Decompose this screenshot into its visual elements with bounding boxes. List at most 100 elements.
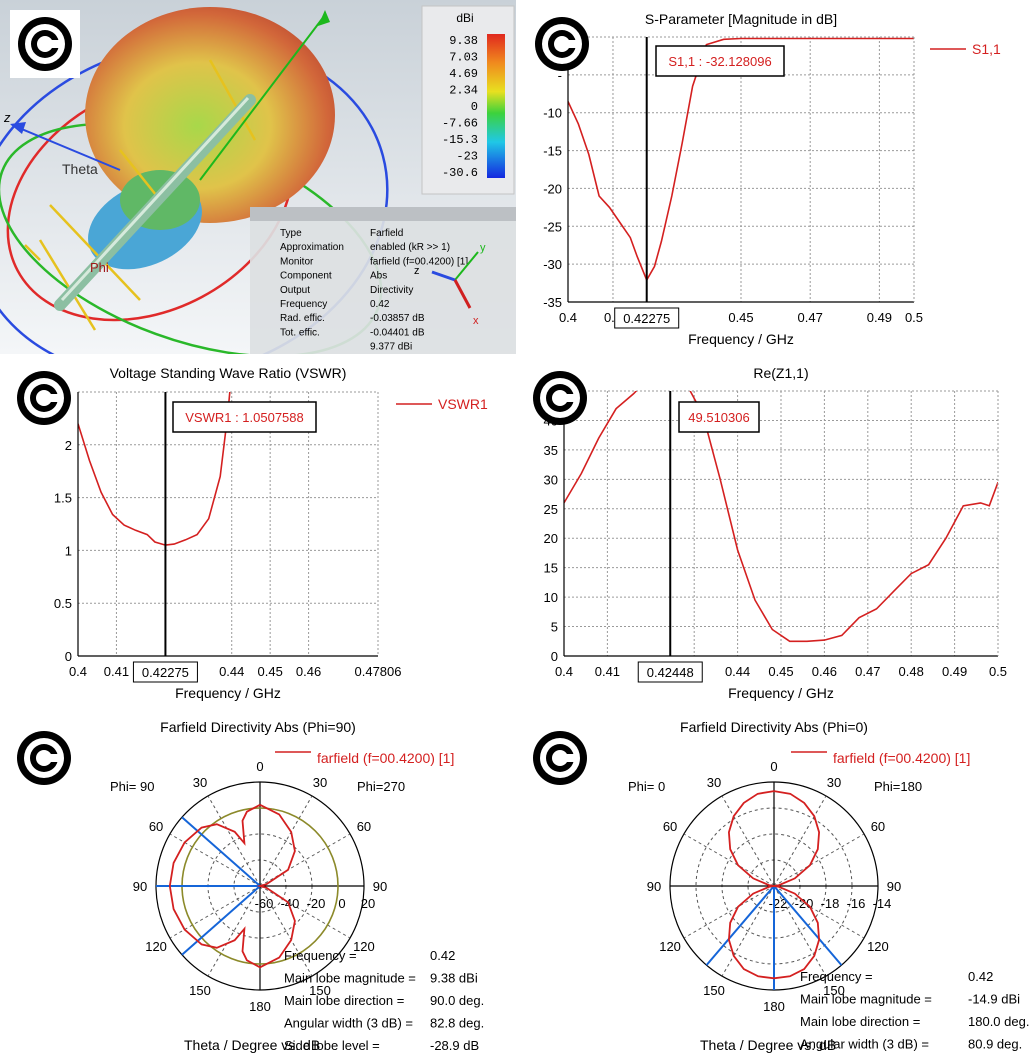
info-value: Farfield — [370, 228, 403, 239]
angle-label: 90 — [887, 879, 901, 894]
series-line-VSWR1 — [78, 392, 231, 546]
x-tick-label: 0.47806 — [355, 664, 402, 679]
polar-phi0-panel: Farfield Directivity Abs (Phi=0) farfield… — [516, 708, 1032, 1062]
copyright-icon — [17, 371, 71, 425]
angle-label: 120 — [145, 939, 167, 954]
angle-label: 180 — [249, 999, 271, 1014]
stat-value: 9.38 dBi — [430, 971, 478, 986]
y-tick-label: 0 — [65, 649, 72, 664]
beamwidth-line — [181, 885, 261, 956]
polar-spoke — [207, 885, 261, 977]
x-tick-label: 0.46 — [296, 664, 321, 679]
y-tick-label: 5 — [551, 620, 558, 635]
chart-title: Voltage Standing Wave Ratio (VSWR) — [110, 365, 347, 381]
y-tick-label: 15 — [544, 561, 558, 576]
colorbar-tick: -7.66 — [442, 117, 478, 131]
copyright-icon — [535, 17, 589, 71]
y-tick-label: - — [558, 68, 562, 83]
polar-spoke — [773, 885, 827, 977]
radial-label: 0 — [338, 896, 345, 911]
angle-label: 120 — [867, 939, 889, 954]
x-tick-label: 0.4 — [69, 664, 87, 679]
y-tick-label: 1.5 — [54, 491, 72, 506]
marker-x-box: 0.42275 — [132, 661, 198, 683]
marker-label-box: S1,1 : -32.128096 — [655, 45, 785, 77]
colorbar-tick: 0 — [471, 100, 478, 114]
legend-label: S1,1 — [972, 41, 1001, 57]
angle-label: 90 — [373, 879, 387, 894]
angle-label: 60 — [663, 819, 677, 834]
angle-label: 30 — [827, 775, 841, 790]
series-line-curve — [564, 391, 998, 643]
triad-z — [431, 270, 456, 282]
polar-spoke — [207, 795, 261, 887]
y-tick-label: -30 — [543, 257, 562, 272]
polar-spoke — [259, 833, 351, 887]
colorbar-unit: dBi — [456, 11, 473, 25]
angle-label: 150 — [703, 983, 725, 998]
x-tick-label: 0.46 — [812, 664, 837, 679]
marker-label-frame — [678, 401, 760, 433]
y-tick-label: 30 — [544, 472, 558, 487]
triad-x-label: x — [473, 315, 479, 327]
x-tick-label: 0.49 — [942, 664, 967, 679]
polar-spoke — [259, 885, 351, 939]
stat-label: Main lobe direction = — [284, 993, 404, 1008]
angle-label: 150 — [823, 983, 845, 998]
beamwidth-line — [181, 816, 261, 887]
colorbar-tick: 2.34 — [449, 84, 478, 98]
angle-label: 30 — [313, 775, 327, 790]
triad-x — [453, 279, 472, 309]
pattern-curve — [727, 790, 821, 980]
polar-spoke — [259, 885, 313, 977]
polar-spoke — [721, 795, 775, 887]
polar-phi0-chart: Farfield Directivity Abs (Phi=0) farfield… — [533, 719, 1029, 1053]
phi-label-3d: Phi — [90, 260, 109, 275]
polar-spoke — [683, 885, 775, 939]
stat-value: 0.42 — [968, 969, 993, 984]
rez-chart-panel: Re(Z1,1)05101520253035400.40.4130.440.45… — [516, 354, 1032, 708]
stat-label: Angular width (3 dB) = — [800, 1037, 929, 1052]
marker-x-value: 0.42448 — [647, 665, 694, 680]
antenna-boom-highlight — [60, 96, 250, 302]
stat-label: Main lobe magnitude = — [284, 971, 416, 986]
triad-y — [454, 251, 479, 281]
farfield-3d-view: z Theta Phi dBi 9.38 7.03 4.69 2.34 0 -7.66 -15.3 -… — [0, 0, 516, 354]
z-axis-arrow — [11, 124, 121, 171]
farfield-3d-panel: z Theta Phi dBi 9.38 7.03 4.69 2.34 0 -7.66 -15.3 -… — [0, 0, 516, 354]
marker-label-box: 49.510306 — [678, 401, 760, 433]
marker-label-frame — [655, 45, 785, 77]
phi-left-label: Phi= 0 — [628, 779, 665, 794]
y-tick-label: 2 — [65, 438, 72, 453]
y-axis-arrow — [199, 14, 326, 181]
angle-label: 120 — [353, 939, 375, 954]
x-tick-label: 0.4 — [559, 310, 577, 325]
marker-x-box-frame — [637, 661, 703, 683]
z-axis-label: z — [3, 110, 11, 125]
polar-spoke — [683, 833, 775, 887]
polar-phi90-chart: Farfield Directivity Abs (Phi=90) farfiel… — [17, 719, 484, 1053]
marker-label-text: VSWR1 : 1.0507588 — [185, 410, 304, 425]
marker-x-box-frame — [614, 307, 680, 329]
copyright-icon-gap — [47, 754, 63, 762]
phi-left-label: Phi= 90 — [110, 779, 154, 794]
angle-label: 90 — [133, 879, 147, 894]
angle-label: 60 — [357, 819, 371, 834]
stat-value: 0.42 — [430, 948, 455, 963]
legend-label: farfield (f=00.4200) [1] — [833, 750, 970, 766]
series-line-S1,1 — [568, 37, 914, 282]
antenna-element — [208, 59, 257, 141]
x-axis-label: Theta / Degree vs. dB — [184, 1037, 320, 1053]
x-tick-label: 0.44 — [219, 664, 244, 679]
y-tick-label: -10 — [543, 106, 562, 121]
triad-z-label: z — [414, 265, 420, 277]
chart-title: S-Parameter [Magnitude in dB] — [645, 11, 837, 27]
y-axis-arrowhead — [318, 10, 330, 26]
angle-label: 150 — [309, 983, 331, 998]
marker-label-text: S1,1 : -32.128096 — [668, 54, 771, 69]
y-tick-label: 20 — [544, 531, 558, 546]
radial-label: -16 — [847, 896, 866, 911]
s11-chart-panel: S-Parameter [Magnitude in dB] -35 -30 -25 -2… — [516, 0, 1032, 354]
polar-spoke — [169, 833, 261, 887]
y-tick-label: -20 — [543, 181, 562, 196]
